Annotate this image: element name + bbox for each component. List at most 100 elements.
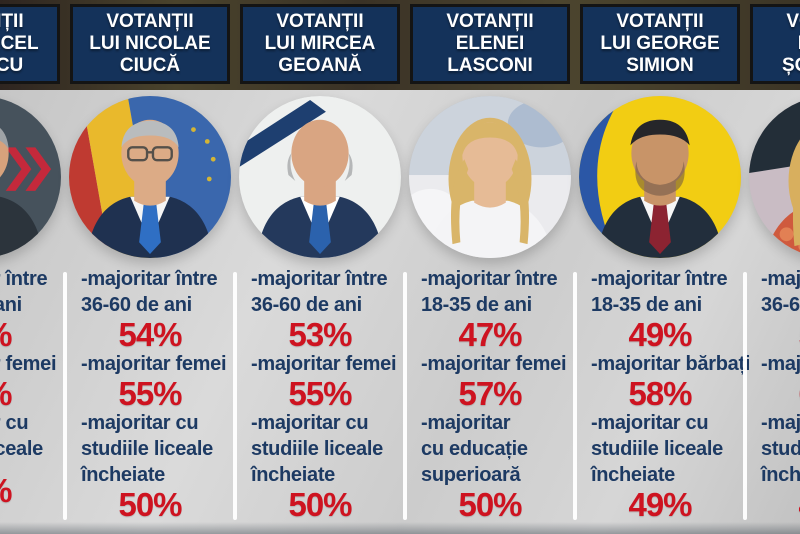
header-line: VOTANȚII	[786, 11, 800, 32]
person-silhouette	[86, 119, 214, 258]
candidate-photo	[239, 96, 401, 258]
ciuca-portrait-graphic	[69, 96, 231, 258]
stat-value: 60%	[745, 377, 800, 410]
stat-label: -majoritar femei	[421, 353, 567, 375]
stat-label: încheiate	[81, 464, 165, 486]
stat-education: -majoritar cu studiile liceale încheiate…	[591, 410, 741, 521]
stat-label: studiile liceale	[0, 438, 43, 460]
stat-value: 55%	[118, 375, 182, 412]
stat-label: -majoritar între	[761, 268, 800, 290]
diagonal-stripe	[239, 99, 326, 168]
stat-value: 45%	[745, 488, 800, 521]
header-line: ȘOȘOACĂ	[781, 55, 800, 76]
stat-label: -majoritar cu	[761, 412, 800, 434]
stat-label: 36-60 de ani	[0, 294, 22, 316]
stat-value: 55%	[745, 318, 800, 351]
psd-chevrons-icon	[5, 147, 52, 191]
stats-list: -majoritar între 36-60 de ani 54% -major…	[0, 266, 65, 507]
stat-label: încheiate	[591, 464, 675, 486]
stat-value: 47%	[458, 316, 522, 353]
stat-label: 18-35 de ani	[421, 294, 532, 316]
person-silhouette	[596, 119, 724, 258]
stat-gender: -majoritar femei 60%	[761, 351, 800, 410]
stat-label: -majoritar între	[0, 268, 48, 290]
stat-label: -majoritar femei	[251, 353, 397, 375]
stat-value: 49%	[628, 486, 692, 523]
header-line: DIANEI	[798, 33, 800, 55]
stat-label: -majoritar între	[81, 268, 218, 290]
stat-value: 55%	[288, 375, 352, 412]
header-line: VOTANȚII	[616, 11, 704, 32]
stat-value: 55%	[0, 377, 65, 410]
stat-label: 36-60 de ani	[251, 294, 362, 316]
header-line: LUI MARCEL	[0, 33, 39, 54]
stat-label: studiile liceale	[251, 438, 383, 460]
stat-label: studiile liceale	[591, 438, 723, 460]
header-line: VOTANȚII	[0, 11, 24, 32]
column-marcel-ciolacu: VOTANȚII LUI MARCEL CIOLACU	[0, 0, 67, 534]
stat-label: studiile liceale	[81, 438, 213, 460]
column-nicolae-ciuca: VOTANȚII LUI NICOLAE CIUCĂ	[65, 0, 237, 534]
stat-education: -majoritar cu studiile liceale 50%	[0, 410, 61, 507]
glasses-icon	[127, 146, 173, 162]
ciolacu-portrait-graphic	[0, 96, 61, 258]
candidate-photo	[579, 96, 741, 258]
stat-label: superioară	[421, 464, 521, 486]
header-line: LUI MIRCEA	[264, 33, 376, 54]
header-line: VOTANȚII	[446, 11, 534, 32]
stat-label: încheiate	[251, 464, 335, 486]
stat-label: încheiate	[761, 464, 800, 486]
candidate-photo	[749, 96, 800, 258]
header-line: CIUCĂ	[119, 55, 181, 76]
header-line: VOTANȚII	[276, 11, 364, 32]
header-votantii-ciuca: VOTANȚII LUI NICOLAE CIUCĂ	[70, 4, 230, 84]
lasconi-portrait-graphic	[409, 96, 571, 258]
stat-label: 18-35 de ani	[591, 294, 702, 316]
stats-list: -majoritar între 18-35 de ani 49% -major…	[575, 266, 750, 521]
stat-gender: -majoritar bărbați 58%	[591, 351, 750, 410]
stat-label: -majoritar cu	[81, 412, 199, 434]
column-mircea-geoana: VOTANȚII LUI MIRCEA GEOANĂ	[235, 0, 407, 534]
header-line: VOTANȚII	[106, 11, 194, 32]
header-line: GEOANĂ	[278, 55, 362, 76]
stat-age: -majoritar între 36-60 de ani 55%	[761, 266, 800, 351]
stats-list: -majoritar între 18-35 de ani 47% -major…	[405, 266, 575, 521]
header-line: ELENEI	[455, 33, 525, 54]
eu-stars-icon	[191, 127, 216, 182]
stat-label: 36-60 de ani	[761, 294, 800, 316]
header-votantii-sosoaca: VOTANȚII DIANEI ȘOȘOACĂ	[750, 4, 800, 84]
stat-label: -majoritar între	[251, 268, 388, 290]
stat-label: -majoritar cu	[591, 412, 709, 434]
stat-gender: -majoritar femei 57%	[421, 351, 571, 410]
stat-value: 54%	[118, 316, 182, 353]
stat-age: -majoritar între 36-60 de ani 53%	[251, 266, 401, 351]
blue-swoosh	[579, 96, 623, 258]
header-line: SIMION	[626, 55, 694, 76]
header-line: LUI GEORGE	[600, 33, 720, 54]
stat-education: -majoritar cu studiile liceale încheiate…	[251, 410, 401, 521]
stat-value: 50%	[288, 486, 352, 523]
stat-value: 50%	[458, 486, 522, 523]
stat-value: 53%	[288, 316, 352, 353]
stat-age: -majoritar între 36-60 de ani 54%	[0, 266, 61, 351]
stat-value: 50%	[118, 486, 182, 523]
stat-education: -majoritar cu studiile liceale încheiate…	[761, 410, 800, 521]
stat-label: -majoritar femei	[761, 353, 800, 375]
candidate-photo	[409, 96, 571, 258]
candidate-photo	[0, 96, 61, 258]
stat-label: -majoritar cu	[0, 412, 29, 434]
stat-age: -majoritar între 18-35 de ani 49%	[591, 266, 741, 351]
stat-label: cu educație	[421, 438, 528, 460]
header-votantii-simion: VOTANȚII LUI GEORGE SIMION	[580, 4, 740, 84]
stat-value: 50%	[0, 474, 65, 507]
stat-label: -majoritar între	[421, 268, 558, 290]
stat-value: 54%	[0, 318, 65, 351]
simion-portrait-graphic	[579, 96, 741, 258]
stat-gender: -majoritar femei 55%	[251, 351, 401, 410]
header-votantii-geoana: VOTANȚII LUI MIRCEA GEOANĂ	[240, 4, 400, 84]
header-line: CIOLACU	[0, 55, 24, 76]
stat-value: 57%	[458, 375, 522, 412]
header-line: LUI NICOLAE	[89, 33, 211, 54]
